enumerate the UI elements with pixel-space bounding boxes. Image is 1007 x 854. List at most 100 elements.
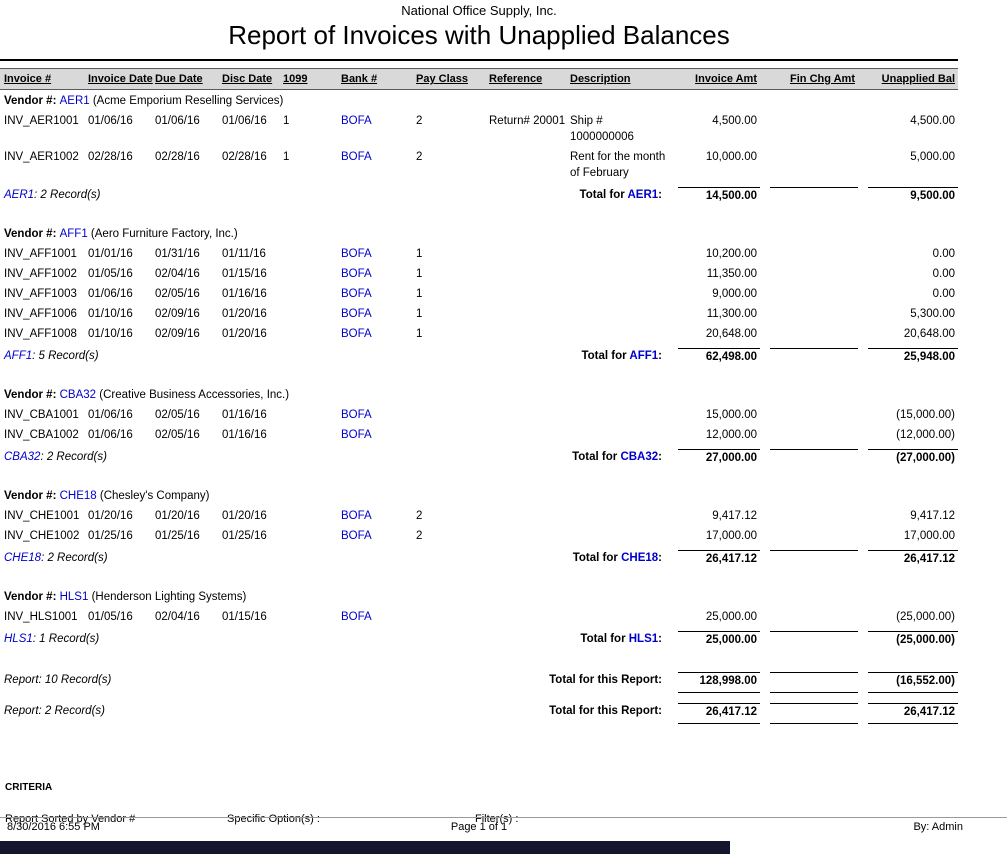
criteria-row: Report Sorted by Vendor # Specific Optio… <box>5 813 958 825</box>
cell-1099-flag <box>283 306 341 322</box>
column-header-invoice-number: Invoice # <box>4 73 52 85</box>
cell-bank-code[interactable]: BOFA <box>341 429 372 441</box>
group-total-label: Total for CHE18: <box>416 550 668 567</box>
cell-bank-code[interactable]: BOFA <box>341 115 372 127</box>
total-suffix: : <box>658 633 662 645</box>
cell-invoice-date: 01/05/16 <box>88 611 133 623</box>
column-header-invoice-date: Invoice Date <box>88 73 153 85</box>
column-header-1099-flag: 1099 <box>283 73 308 85</box>
cell-pay-class: 1 <box>416 268 423 280</box>
total-invoice-amt: 62,498.00 <box>678 348 760 365</box>
cell-fin-chg-amt <box>760 306 858 322</box>
cell-1099-flag <box>283 286 341 302</box>
invoice-row: INV_AFF1006 01/10/16 02/09/16 01/20/16 BOFA 1… <box>0 304 958 324</box>
cell-1099-flag <box>283 266 341 282</box>
cell-unapplied-bal: 0.00 <box>932 268 955 280</box>
invoice-row: INV_CBA1001 01/06/16 02/05/16 01/16/16 BOFA 1… <box>0 405 958 425</box>
cell-bank-code[interactable]: BOFA <box>341 611 372 623</box>
cell-fin-chg-amt <box>760 528 858 544</box>
cell-bank-code[interactable]: BOFA <box>341 151 372 163</box>
report-invoice-amt: 128,998.00 <box>678 672 760 693</box>
cell-disc-date: 01/25/16 <box>222 530 267 542</box>
group-count-text: : 5 Record(s) <box>32 350 99 362</box>
cell-reference <box>489 286 570 302</box>
cell-due-date: 01/06/16 <box>155 115 200 127</box>
total-code: CHE18 <box>621 552 659 564</box>
cell-invoice-number: INV_AER1001 <box>4 115 79 127</box>
vendor-code-link[interactable]: CHE18 <box>59 490 97 502</box>
report-unapplied-bal: (16,552.00) <box>868 672 958 693</box>
vendor-name: (Aero Furniture Factory, Inc.) <box>87 228 238 240</box>
vendor-code-link[interactable]: HLS1 <box>59 591 89 603</box>
cell-description <box>570 326 668 342</box>
vendor-name: (Henderson Lighting Systems) <box>88 591 247 603</box>
vendor-header: Vendor #: AFF1 (Aero Furniture Factory, … <box>0 228 958 240</box>
cell-bank-code[interactable]: BOFA <box>341 409 372 421</box>
invoice-row: INV_AFF1003 01/06/16 02/05/16 01/16/16 BOFA 1… <box>0 284 958 304</box>
cell-due-date: 01/25/16 <box>155 530 200 542</box>
cell-1099-flag <box>283 508 341 524</box>
cell-disc-date: 01/11/16 <box>222 248 266 260</box>
title-divider <box>0 59 958 61</box>
cell-1099-flag <box>283 407 341 423</box>
vendor-code-link[interactable]: AFF1 <box>59 228 88 240</box>
cell-reference <box>489 306 570 322</box>
cell-due-date: 02/09/16 <box>155 308 200 320</box>
total-fin-chg-amt <box>770 631 858 648</box>
group-count-code: CBA32 <box>4 451 41 463</box>
column-header-reference: Reference <box>489 73 543 85</box>
cell-fin-chg-amt <box>760 149 858 181</box>
cell-disc-date: 01/20/16 <box>222 510 267 522</box>
cell-due-date: 02/28/16 <box>155 151 200 163</box>
cell-bank-code[interactable]: BOFA <box>341 308 372 320</box>
vendor-group: Vendor #: CBA32 (Creative Business Acces… <box>0 389 958 468</box>
cell-invoice-number: INV_AFF1002 <box>4 268 77 280</box>
report-fin-chg-amt <box>770 672 858 693</box>
cell-bank-code[interactable]: BOFA <box>341 288 372 300</box>
cell-bank-code[interactable]: BOFA <box>341 268 372 280</box>
cell-fin-chg-amt <box>760 266 858 282</box>
total-invoice-amt: 14,500.00 <box>678 187 760 204</box>
group-count-code: AFF1 <box>4 350 33 362</box>
cell-reference <box>489 246 570 262</box>
cell-description: Rent for the month of February <box>570 151 666 179</box>
cell-unapplied-bal: 4,500.00 <box>910 115 955 127</box>
criteria-section: CRITERIA Report Sorted by Vendor # Speci… <box>0 782 958 825</box>
report-unapplied-bal: 26,417.12 <box>868 703 958 724</box>
cell-invoice-date: 01/25/16 <box>88 530 133 542</box>
company-name: National Office Supply, Inc. <box>401 3 557 18</box>
column-header-fin-chg-amt: Fin Chg Amt <box>790 73 855 85</box>
criteria-heading: CRITERIA <box>5 782 53 793</box>
report-record-count: Report: 10 Record(s) <box>4 674 112 686</box>
group-total-row: AFF1: 5 Record(s) Total for AFF1: 62,498.0… <box>0 346 958 367</box>
group-total-row: CHE18: 2 Record(s) Total for CHE18: 26,417… <box>0 548 958 569</box>
cell-fin-chg-amt <box>760 113 858 145</box>
group-count-code: AER1 <box>4 189 35 201</box>
cell-bank-code[interactable]: BOFA <box>341 510 372 522</box>
cell-bank-code[interactable]: BOFA <box>341 248 372 260</box>
cell-disc-date: 01/20/16 <box>222 328 267 340</box>
total-invoice-amt: 27,000.00 <box>678 449 760 466</box>
cell-disc-date: 01/16/16 <box>222 409 267 421</box>
invoice-row: INV_AER1001 01/06/16 01/06/16 01/06/16 1 BOFA… <box>0 111 958 147</box>
total-invoice-amt: 26,417.12 <box>678 550 760 567</box>
group-count-text: : 2 Record(s) <box>34 189 101 201</box>
cell-description: Ship # 1000000006 <box>570 115 634 143</box>
group-record-count: AFF1: 5 Record(s) <box>4 348 416 365</box>
cell-unapplied-bal: 9,417.12 <box>910 510 955 522</box>
cell-invoice-date: 01/05/16 <box>88 268 133 280</box>
vendor-code-link[interactable]: AER1 <box>59 95 90 107</box>
cell-pay-class: 2 <box>416 530 423 542</box>
criteria-sort: Report Sorted by Vendor # <box>5 813 136 825</box>
column-header-due-date: Due Date <box>155 73 203 85</box>
column-header-description: Description <box>570 73 631 85</box>
cell-bank-code[interactable]: BOFA <box>341 530 372 542</box>
footer-divider <box>0 817 1007 818</box>
cell-pay-class: 1 <box>416 328 423 340</box>
cell-reference <box>489 609 570 625</box>
cell-bank-code[interactable]: BOFA <box>341 328 372 340</box>
cell-1099-flag <box>283 427 341 443</box>
vendor-code-link[interactable]: CBA32 <box>59 389 97 401</box>
cell-unapplied-bal: 17,000.00 <box>903 530 955 542</box>
total-unapplied-bal: 25,948.00 <box>868 348 958 365</box>
